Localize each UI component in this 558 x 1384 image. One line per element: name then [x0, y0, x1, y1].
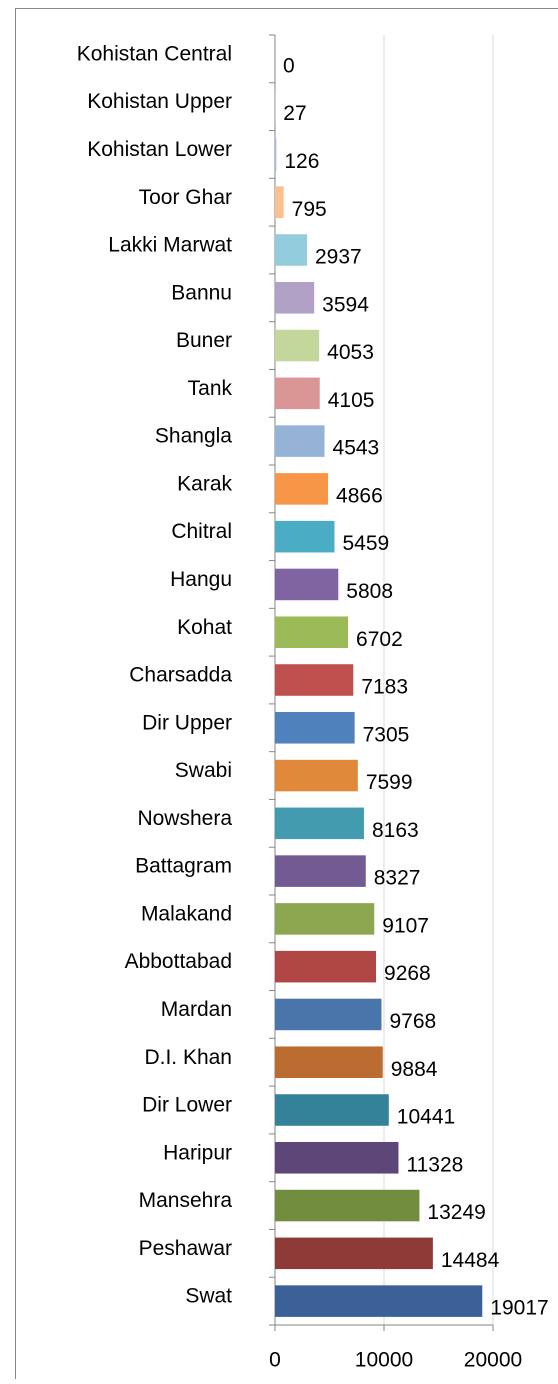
value-label: 9884 [391, 1058, 438, 1081]
y-tick-label: Nowshera [137, 807, 232, 830]
bar [275, 951, 376, 983]
value-label: 9268 [384, 962, 431, 985]
value-label: 11328 [406, 1153, 463, 1176]
value-label: 7305 [363, 723, 410, 746]
value-label: 14484 [441, 1249, 500, 1272]
value-label: 4053 [327, 341, 374, 364]
y-tick-label: Kohistan Central [77, 42, 232, 65]
bar [275, 1142, 398, 1174]
value-label: 2937 [315, 246, 362, 269]
bar [275, 234, 307, 266]
y-tick-label: Kohistan Upper [87, 90, 232, 113]
y-tick-label: Swabi [175, 759, 232, 782]
bar [275, 330, 319, 362]
y-tick-label: Abbottabad [125, 950, 232, 973]
bar [275, 760, 358, 792]
y-tick-label: Tank [188, 377, 233, 400]
y-tick-label: Bannu [171, 281, 232, 304]
value-label: 3594 [322, 293, 369, 316]
bar [275, 999, 381, 1031]
value-label: 4105 [328, 389, 375, 412]
y-tick-label: Shangla [155, 425, 232, 448]
bar [275, 282, 314, 314]
value-label: 4543 [333, 437, 380, 460]
x-tick-label: 20000 [464, 1349, 522, 1372]
y-tick-label: Kohistan Lower [87, 138, 232, 161]
value-label: 6702 [356, 628, 403, 651]
value-label: 8327 [374, 867, 421, 890]
bar [275, 712, 355, 744]
value-label: 4866 [336, 484, 383, 507]
value-label: 9107 [382, 914, 429, 937]
bar [275, 855, 366, 887]
bar [275, 1238, 433, 1270]
y-tick-label: Battagram [135, 855, 232, 878]
value-label: 13249 [427, 1201, 485, 1224]
bar [275, 425, 325, 457]
y-tick-label: Karak [177, 472, 232, 495]
bar [275, 186, 284, 218]
y-tick-label: Swat [185, 1285, 232, 1308]
bar [275, 378, 320, 410]
x-tick-label: 10000 [355, 1349, 413, 1372]
bar [275, 808, 364, 840]
y-tick-label: Charsadda [129, 664, 232, 687]
bar [275, 1094, 389, 1126]
bar [275, 569, 338, 601]
y-tick-label: Toor Ghar [139, 186, 232, 209]
bar [275, 1046, 383, 1078]
bar [275, 139, 276, 171]
bar [275, 1190, 419, 1222]
x-tick-label: 0 [269, 1349, 281, 1372]
y-tick-label: Hangu [170, 568, 232, 591]
y-tick-label: Buner [176, 329, 232, 352]
y-tick-label: Kohat [177, 616, 232, 639]
y-tick-label: Mansehra [139, 1189, 233, 1212]
value-label: 5808 [346, 580, 393, 603]
bar [275, 1285, 482, 1317]
value-label: 19017 [490, 1297, 548, 1320]
y-tick-label: Haripur [163, 1141, 232, 1164]
value-label: 10441 [397, 1106, 455, 1129]
value-label: 5459 [343, 532, 390, 555]
value-label: 7183 [361, 676, 408, 699]
y-tick-label: Peshawar [139, 1237, 232, 1260]
y-tick-label: Lakki Marwat [108, 234, 232, 257]
y-tick-label: D.I. Khan [144, 1046, 232, 1069]
value-label: 0 [283, 54, 295, 77]
y-tick-label: Chitral [171, 520, 232, 543]
value-label: 795 [292, 198, 327, 221]
value-label: 8163 [372, 819, 419, 842]
bar [275, 903, 374, 935]
bar [275, 616, 348, 648]
value-label: 27 [283, 102, 306, 125]
value-label: 7599 [366, 771, 413, 794]
y-tick-label: Mardan [161, 998, 232, 1021]
value-label: 126 [284, 150, 319, 173]
bar [275, 521, 335, 553]
y-tick-label: Dir Upper [142, 711, 232, 734]
bar [275, 664, 353, 696]
y-tick-label: Dir Lower [142, 1094, 232, 1117]
value-label: 9768 [389, 1010, 436, 1033]
bar [275, 473, 328, 505]
y-tick-label: Malakand [141, 902, 232, 925]
